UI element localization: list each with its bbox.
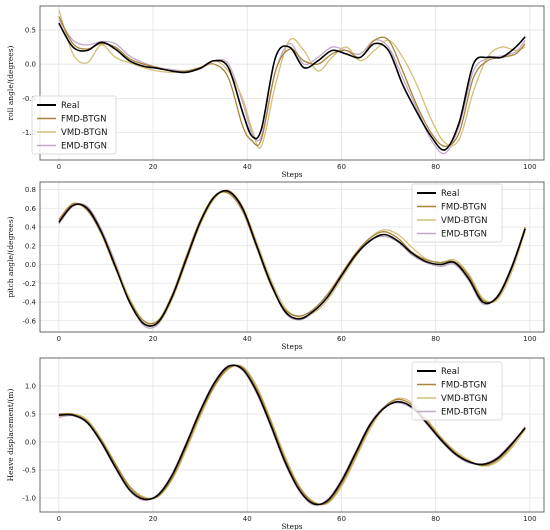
legend-box [411, 183, 503, 243]
y-tick-label: 0.4 [25, 224, 37, 232]
x-tick-label: 20 [149, 163, 158, 171]
legend-entry-label: EMD-BTGN [61, 142, 107, 152]
x-tick-label: 0 [57, 335, 61, 343]
legend-box [411, 361, 503, 421]
legend: Real FMD-BTGN VMD-BTGN EMD-BTGN [411, 183, 503, 243]
legend-entry-label: VMD-BTGN [61, 128, 107, 138]
y-tick-label: 0.0 [25, 439, 36, 447]
series-line-fmd-btgn [58, 364, 526, 506]
x-tick-label: 40 [243, 515, 252, 523]
y-tick-label: -0.2 [22, 280, 36, 288]
x-tick-label: 40 [243, 335, 252, 343]
legend-entry-label: EMD-BTGN [441, 408, 487, 418]
y-tick-label: -0.6 [22, 317, 36, 325]
legend-entry-label: Real [61, 101, 79, 111]
plot-frame [39, 181, 545, 333]
legend-box [31, 95, 117, 155]
y-tick-label: 0.2 [25, 242, 36, 250]
y-axis-label: roll angle/(degrees) [6, 45, 15, 120]
legend-entry-label: VMD-BTGN [441, 216, 487, 226]
y-axis-label: Heave displacement/(m) [6, 389, 15, 482]
y-tick-label: -0.5 [22, 467, 36, 475]
legend-entry-label: FMD-BTGN [441, 381, 487, 391]
y-tick-label: 0.0 [25, 61, 36, 69]
legend: Real FMD-BTGN VMD-BTGN EMD-BTGN [411, 361, 503, 421]
y-axis-label: pitch angle/(degrees) [6, 216, 15, 297]
x-tick-label: 80 [431, 163, 440, 171]
series-line-real [58, 189, 526, 327]
x-tick-label: 60 [337, 515, 346, 523]
legend: Real FMD-BTGN VMD-BTGN EMD-BTGN [31, 95, 117, 155]
x-tick-label: 100 [523, 515, 536, 523]
y-tick-label: 0.5 [25, 26, 36, 34]
chart-panel-2: 0 20 40 60 80 100 -0.6 -0.4 -0.2 0.0 0.2 0.4 0.6 0.8 S… [6, 181, 545, 351]
plot-frame [39, 357, 545, 513]
series-group [58, 189, 526, 329]
y-tick-label: 0.6 [25, 205, 37, 213]
y-tick-label: -0.5 [22, 95, 36, 103]
x-tick-label: 80 [431, 515, 440, 523]
x-tick-label: 100 [523, 335, 536, 343]
legend-entry-label: VMD-BTGN [441, 394, 487, 404]
y-tick-label: -0.4 [22, 299, 36, 307]
y-tick-label: 1.0 [25, 383, 36, 391]
legend-entry-label: Real [441, 189, 459, 199]
y-tick-label: 0.0 [25, 261, 36, 269]
x-tick-label: 80 [431, 335, 440, 343]
series-line-emd-btgn [58, 19, 526, 155]
legend-entry-label: FMD-BTGN [61, 115, 107, 125]
x-axis-label: Steps [281, 342, 302, 351]
x-tick-label: 60 [337, 163, 346, 171]
legend-entry-label: Real [441, 367, 459, 377]
chart-panel-1: 0 20 40 60 80 100 -1.0 -0.5 0.0 0.5 Steps roll angl… [6, 5, 545, 179]
x-tick-label: 100 [523, 163, 536, 171]
x-axis-label: Steps [281, 170, 302, 179]
y-tick-label: -1.0 [22, 129, 36, 137]
x-tick-label: 60 [337, 335, 346, 343]
legend-entry-label: FMD-BTGN [441, 203, 487, 213]
x-axis-label: Steps [281, 522, 302, 530]
series-line-vmd-btgn [58, 364, 526, 506]
chart-panel-3: 0 20 40 60 80 100 -1.0 -0.5 0.0 0.5 1.0 Steps Heave … [6, 357, 545, 530]
series-line-fmd-btgn [58, 15, 526, 147]
x-tick-label: 20 [149, 335, 158, 343]
series-group [58, 9, 526, 155]
plot-frame [39, 5, 545, 161]
x-tick-label: 20 [149, 515, 158, 523]
x-tick-label: 0 [57, 515, 61, 523]
x-tick-label: 40 [243, 163, 252, 171]
series-line-real [58, 364, 526, 506]
x-tick-label: 0 [57, 163, 61, 171]
y-tick-label: 0.5 [25, 411, 36, 419]
y-tick-label: 0.8 [25, 186, 36, 194]
series-group [58, 364, 526, 506]
legend-entry-label: EMD-BTGN [441, 230, 487, 240]
series-line-fmd-btgn [58, 191, 526, 325]
y-tick-label: -1.0 [22, 495, 36, 503]
series-line-real [58, 22, 526, 151]
